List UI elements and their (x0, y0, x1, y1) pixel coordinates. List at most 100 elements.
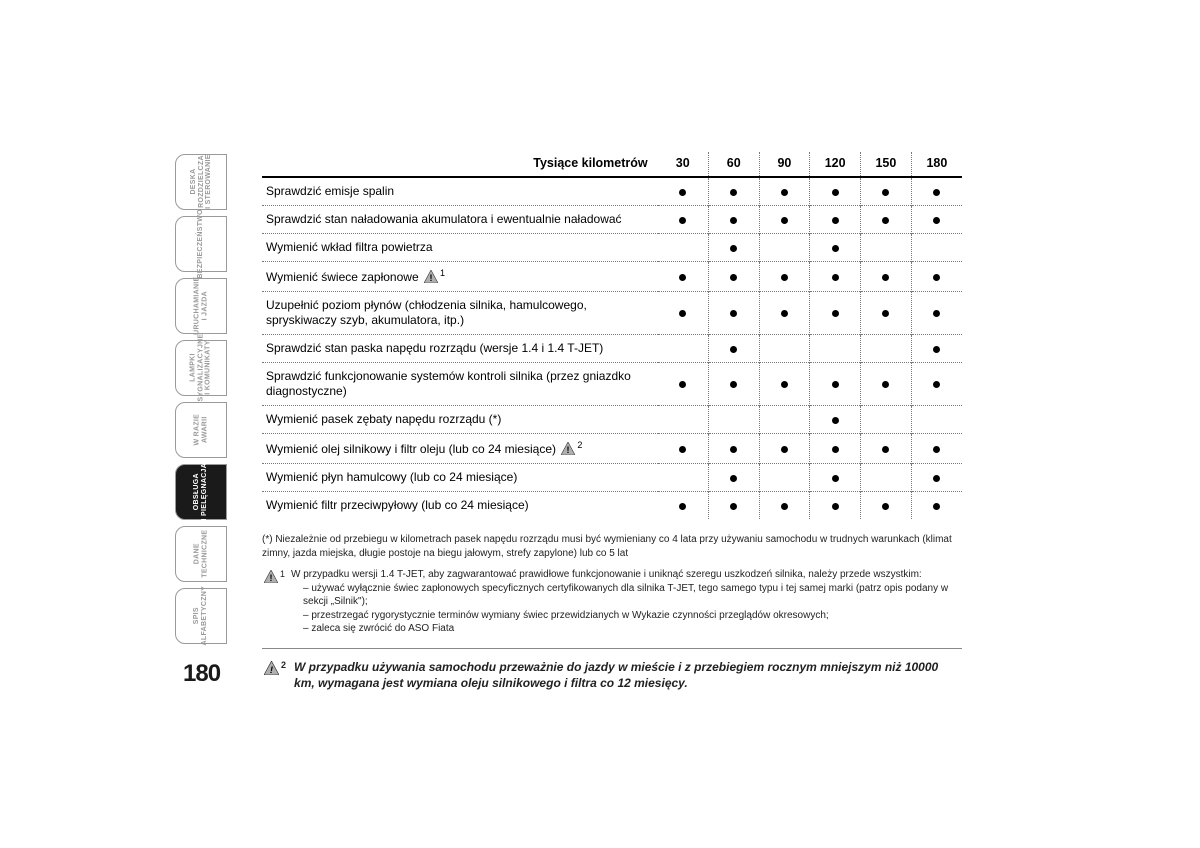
row-description: Wymienić olej silnikowy i filtr oleju (l… (262, 434, 658, 464)
row-description: Uzupełnić poziom płynów (chłodzenia siln… (262, 292, 658, 335)
row-description: Sprawdzić stan paska napędu rozrządu (we… (262, 335, 658, 363)
mark-cell (759, 234, 810, 262)
mark-cell (810, 262, 861, 292)
row-description: Wymienić świece zapłonowe !1 (262, 262, 658, 292)
table-row: Wymienić olej silnikowy i filtr oleju (l… (262, 434, 962, 464)
table-row: Wymienić pasek zębaty napędu rozrządu (*… (262, 406, 962, 434)
dot-icon (933, 310, 940, 317)
mark-cell (861, 406, 912, 434)
mark-cell (911, 335, 962, 363)
warning-icon: ! 2 (262, 659, 286, 691)
footnotes: (*) Niezależnie od przebiegu w kilometra… (262, 533, 962, 691)
sidebar-tab-label: DESKA ROZDZIELCZA I STEROWANIE (189, 155, 212, 210)
table-row: Wymienić wkład filtra powietrza (262, 234, 962, 262)
sidebar-tab-label: W RAZIE AWARII (193, 405, 208, 455)
mark-cell (911, 177, 962, 206)
dot-icon (781, 274, 788, 281)
dot-icon (882, 274, 889, 281)
mark-cell (911, 464, 962, 492)
mark-cell (861, 335, 912, 363)
mark-cell (861, 177, 912, 206)
mark-cell (658, 206, 709, 234)
dot-icon (832, 310, 839, 317)
svg-text:!: ! (270, 573, 273, 583)
warning-icon: !1 (422, 270, 445, 284)
sidebar-tab[interactable]: LAMPKI SYGNALIZACYJNE I KOMUNIKATY (175, 340, 227, 396)
sidebar-tab[interactable]: W RAZIE AWARII (175, 402, 227, 458)
dot-icon (730, 346, 737, 353)
dot-icon (730, 475, 737, 482)
mark-cell (861, 234, 912, 262)
table-row: Wymienić filtr przeciwpyłowy (lub co 24 … (262, 492, 962, 520)
dot-icon (832, 189, 839, 196)
mark-cell (658, 335, 709, 363)
mark-cell (658, 234, 709, 262)
table-header-km: 150 (861, 152, 912, 177)
mark-cell (810, 406, 861, 434)
mark-cell (759, 262, 810, 292)
mark-cell (861, 206, 912, 234)
table-row: Sprawdzić funkcjonowanie systemów kontro… (262, 363, 962, 406)
dot-icon (933, 274, 940, 281)
mark-cell (810, 177, 861, 206)
sidebar-tab-label: DANE TECHNICZNE (193, 529, 208, 579)
dot-icon (933, 189, 940, 196)
mark-cell (658, 262, 709, 292)
table-header-km: 180 (911, 152, 962, 177)
table-header-km: 30 (658, 152, 709, 177)
mark-cell (861, 363, 912, 406)
dot-icon (679, 503, 686, 510)
dot-icon (832, 475, 839, 482)
dot-icon (781, 217, 788, 224)
mark-cell (810, 363, 861, 406)
mark-cell (861, 492, 912, 520)
table-header-km: 60 (708, 152, 759, 177)
dot-icon (933, 446, 940, 453)
sidebar-tab-label: OBSŁUGA I PIELĘGNACJA (193, 463, 208, 521)
svg-text:!: ! (567, 445, 570, 455)
warning-icon: !2 (559, 442, 582, 456)
mark-cell (759, 363, 810, 406)
mark-cell (708, 363, 759, 406)
mark-cell (658, 492, 709, 520)
dot-icon (781, 189, 788, 196)
table-row: Uzupełnić poziom płynów (chłodzenia siln… (262, 292, 962, 335)
mark-cell (708, 206, 759, 234)
row-description: Wymienić płyn hamulcowy (lub co 24 miesi… (262, 464, 658, 492)
sidebar-tab[interactable]: DANE TECHNICZNE (175, 526, 227, 582)
table-header-km: 90 (759, 152, 810, 177)
mark-cell (759, 335, 810, 363)
dot-icon (882, 217, 889, 224)
sidebar-tab[interactable]: SPIS ALFABETYCZNY (175, 588, 227, 644)
mark-cell (861, 434, 912, 464)
sidebar-tab[interactable]: DESKA ROZDZIELCZA I STEROWANIE (175, 154, 227, 210)
dot-icon (832, 503, 839, 510)
dot-icon (679, 446, 686, 453)
mark-cell (708, 262, 759, 292)
mark-cell (911, 492, 962, 520)
dot-icon (781, 503, 788, 510)
sidebar-tab[interactable]: BEZPIECZEŃSTWO (175, 216, 227, 272)
footnote-1-intro: W przypadku wersji 1.4 T-JET, aby zagwar… (291, 569, 922, 580)
sidebar-tab-label: SPIS ALFABETYCZNY (193, 586, 208, 646)
mark-cell (759, 464, 810, 492)
mark-cell (658, 177, 709, 206)
mark-cell (708, 292, 759, 335)
dot-icon (679, 310, 686, 317)
row-description: Wymienić filtr przeciwpyłowy (lub co 24 … (262, 492, 658, 520)
mark-cell (708, 492, 759, 520)
row-description: Sprawdzić emisje spalin (262, 177, 658, 206)
dot-icon (679, 217, 686, 224)
dot-icon (933, 346, 940, 353)
dot-icon (832, 217, 839, 224)
sidebar-tab[interactable]: URUCHAMIANIE I JAZDA (175, 278, 227, 334)
sidebar-tab[interactable]: OBSŁUGA I PIELĘGNACJA (175, 464, 227, 520)
mark-cell (810, 492, 861, 520)
mark-cell (708, 234, 759, 262)
table-header-km: 120 (810, 152, 861, 177)
mark-cell (759, 292, 810, 335)
mark-cell (810, 335, 861, 363)
table-row: Sprawdzić stan paska napędu rozrządu (we… (262, 335, 962, 363)
dot-icon (882, 446, 889, 453)
table-row: Wymienić świece zapłonowe !1 (262, 262, 962, 292)
